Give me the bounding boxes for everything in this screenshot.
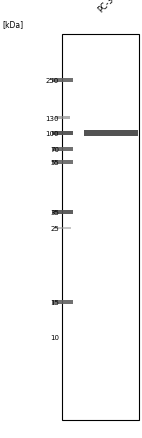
Bar (54, 227, 71, 230)
Bar (52, 131, 73, 136)
Text: 25: 25 (50, 226, 59, 232)
Text: 130: 130 (45, 115, 59, 121)
Bar (52, 300, 73, 304)
Bar (52, 148, 73, 152)
Bar (52, 161, 73, 165)
Bar (52, 79, 73, 83)
Text: PC-3: PC-3 (96, 0, 115, 14)
Text: 15: 15 (50, 299, 59, 305)
Bar (84, 131, 138, 137)
Text: 55: 55 (50, 160, 59, 166)
Text: [kDa]: [kDa] (3, 20, 24, 29)
Text: 100: 100 (45, 131, 59, 137)
Bar (62, 35, 139, 420)
Text: 70: 70 (50, 147, 59, 153)
Text: 35: 35 (50, 209, 59, 215)
Text: 10: 10 (50, 334, 59, 340)
Bar (52, 210, 73, 215)
Bar (55, 117, 70, 120)
Text: 250: 250 (46, 78, 59, 84)
